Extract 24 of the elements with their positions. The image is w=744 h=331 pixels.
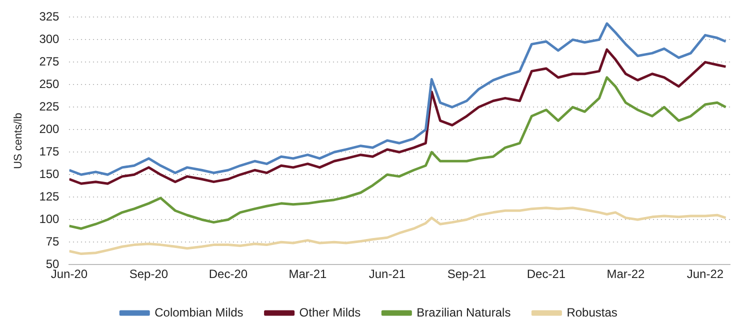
legend-label: Robustas [566, 305, 618, 320]
x-tick-label: Jun-22 [686, 267, 724, 282]
legend-label: Brazilian Naturals [416, 305, 511, 320]
y-tick-label: 325 [39, 10, 60, 24]
y-tick-label: 125 [39, 189, 60, 204]
x-tick-label: Sep-21 [447, 267, 486, 282]
y-tick-label: 225 [39, 99, 60, 114]
y-tick-label: 300 [39, 32, 60, 46]
y-tick-label: 250 [39, 76, 60, 91]
y-tick-label: 175 [39, 144, 60, 158]
y-tick-label: 100 [39, 212, 60, 226]
x-tick-label: Sep-20 [129, 267, 168, 282]
y-tick-label: 150 [39, 166, 60, 181]
x-tick-label: Mar-22 [606, 267, 646, 282]
y-tick-label: 275 [39, 54, 60, 68]
legend-label: Other Milds [299, 305, 361, 320]
legend-label: Colombian Milds [154, 305, 244, 320]
y-axis-title: US cents/lb [12, 112, 25, 170]
x-tick-label: Dec-20 [208, 267, 248, 282]
y-tick-label: 200 [39, 122, 60, 136]
x-tick-label: Mar-21 [288, 267, 328, 282]
y-tick-label: 75 [46, 234, 60, 248]
x-tick-label: Jun-21 [368, 267, 406, 282]
x-tick-label: Dec-21 [526, 267, 566, 282]
